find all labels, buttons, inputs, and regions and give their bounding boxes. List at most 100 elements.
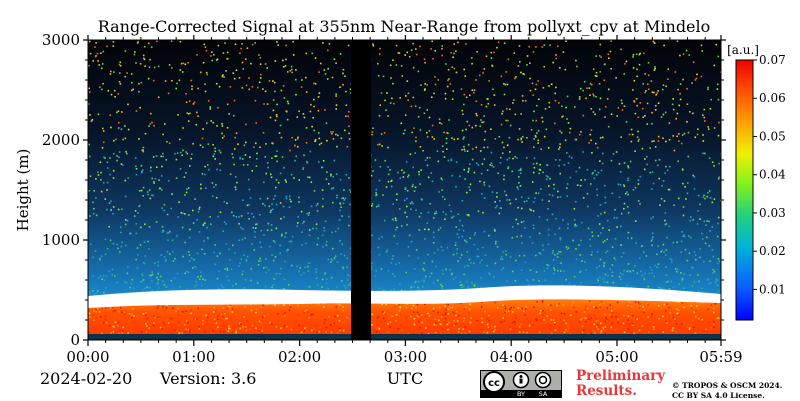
- signal-pixel: [445, 137, 448, 140]
- signal-pixel: [716, 283, 718, 286]
- signal-pixel: [667, 188, 670, 191]
- signal-pixel: [110, 70, 112, 73]
- signal-pixel: [105, 275, 108, 277]
- boundary-layer-pixel: [462, 328, 464, 330]
- signal-pixel: [433, 138, 435, 140]
- signal-pixel: [492, 88, 494, 91]
- boundary-layer-pixel: [445, 309, 447, 311]
- signal-pixel: [230, 268, 233, 271]
- boundary-layer-pixel: [416, 311, 419, 314]
- boundary-layer-pixel: [675, 301, 678, 303]
- signal-pixel: [527, 197, 530, 199]
- boundary-layer-pixel: [526, 318, 528, 320]
- y-tick-label: 0: [70, 331, 80, 349]
- boundary-layer-pixel: [303, 311, 305, 314]
- signal-pixel: [636, 272, 639, 275]
- boundary-layer-pixel: [170, 317, 172, 320]
- signal-pixel: [303, 220, 305, 223]
- signal-pixel: [315, 268, 318, 270]
- signal-pixel: [717, 55, 720, 58]
- boundary-layer-pixel: [453, 320, 455, 322]
- cc-license-badge[interactable]: cc BY SA: [480, 370, 562, 398]
- boundary-layer-pixel: [395, 303, 398, 305]
- boundary-layer-pixel: [235, 330, 237, 332]
- signal-pixel: [165, 159, 168, 161]
- signal-pixel: [274, 90, 276, 93]
- signal-pixel: [703, 116, 706, 119]
- signal-pixel: [642, 251, 645, 253]
- signal-pixel: [157, 65, 160, 68]
- signal-pixel: [308, 262, 310, 264]
- signal-pixel: [708, 283, 710, 285]
- boundary-layer-pixel: [488, 319, 491, 322]
- boundary-layer-pixel: [226, 317, 228, 320]
- signal-pixel: [386, 92, 388, 94]
- signal-pixel: [538, 280, 540, 282]
- signal-pixel: [88, 143, 90, 146]
- signal-pixel: [301, 222, 304, 225]
- signal-pixel: [490, 151, 493, 154]
- signal-pixel: [469, 237, 471, 239]
- signal-pixel: [198, 231, 201, 233]
- signal-pixel: [630, 128, 633, 131]
- signal-pixel: [591, 231, 593, 233]
- signal-pixel: [626, 206, 629, 208]
- boundary-layer-pixel: [207, 309, 209, 312]
- boundary-layer-pixel: [697, 320, 700, 323]
- signal-pixel: [102, 181, 105, 184]
- signal-pixel: [459, 219, 461, 222]
- signal-pixel: [290, 240, 293, 243]
- boundary-layer-pixel: [177, 314, 180, 316]
- signal-pixel: [662, 180, 665, 182]
- signal-pixel: [296, 116, 299, 118]
- signal-pixel: [530, 209, 532, 212]
- signal-pixel: [529, 77, 531, 80]
- signal-pixel: [514, 155, 516, 158]
- signal-pixel: [312, 227, 314, 230]
- signal-pixel: [112, 41, 115, 43]
- signal-pixel: [377, 205, 380, 207]
- boundary-layer-pixel: [95, 308, 97, 311]
- signal-pixel: [349, 275, 351, 277]
- signal-pixel: [138, 138, 140, 140]
- signal-pixel: [507, 119, 509, 122]
- signal-pixel: [632, 189, 635, 191]
- boundary-layer-pixel: [126, 332, 128, 334]
- signal-pixel: [637, 200, 640, 202]
- boundary-layer-pixel: [487, 326, 490, 328]
- signal-pixel: [150, 166, 152, 169]
- signal-pixel: [380, 92, 383, 94]
- signal-pixel: [169, 230, 171, 233]
- signal-pixel: [223, 135, 225, 137]
- signal-pixel: [616, 217, 618, 219]
- boundary-layer-pixel: [584, 317, 587, 319]
- signal-pixel: [493, 104, 496, 106]
- signal-pixel: [332, 201, 334, 204]
- boundary-layer-pixel: [492, 327, 494, 329]
- signal-pixel: [531, 82, 534, 85]
- signal-pixel: [552, 61, 554, 64]
- boundary-layer-pixel: [342, 321, 345, 324]
- boundary-layer-pixel: [287, 332, 289, 335]
- signal-pixel: [688, 252, 691, 255]
- signal-pixel: [559, 143, 561, 145]
- boundary-layer-pixel: [407, 332, 410, 335]
- signal-pixel: [639, 175, 642, 178]
- signal-pixel: [221, 286, 224, 288]
- signal-pixel: [661, 185, 663, 187]
- signal-pixel: [475, 112, 478, 115]
- preliminary-results: Preliminary Results.: [576, 369, 665, 399]
- signal-pixel: [669, 257, 672, 260]
- signal-pixel: [635, 242, 637, 244]
- signal-pixel: [463, 136, 465, 138]
- signal-pixel: [566, 248, 568, 251]
- signal-pixel: [687, 155, 690, 158]
- signal-pixel: [225, 70, 227, 72]
- boundary-layer-pixel: [338, 319, 341, 322]
- signal-pixel: [448, 204, 451, 206]
- signal-pixel: [517, 223, 519, 225]
- boundary-layer-pixel: [346, 316, 349, 319]
- signal-pixel: [582, 114, 585, 117]
- signal-pixel: [134, 157, 137, 159]
- signal-pixel: [717, 285, 719, 287]
